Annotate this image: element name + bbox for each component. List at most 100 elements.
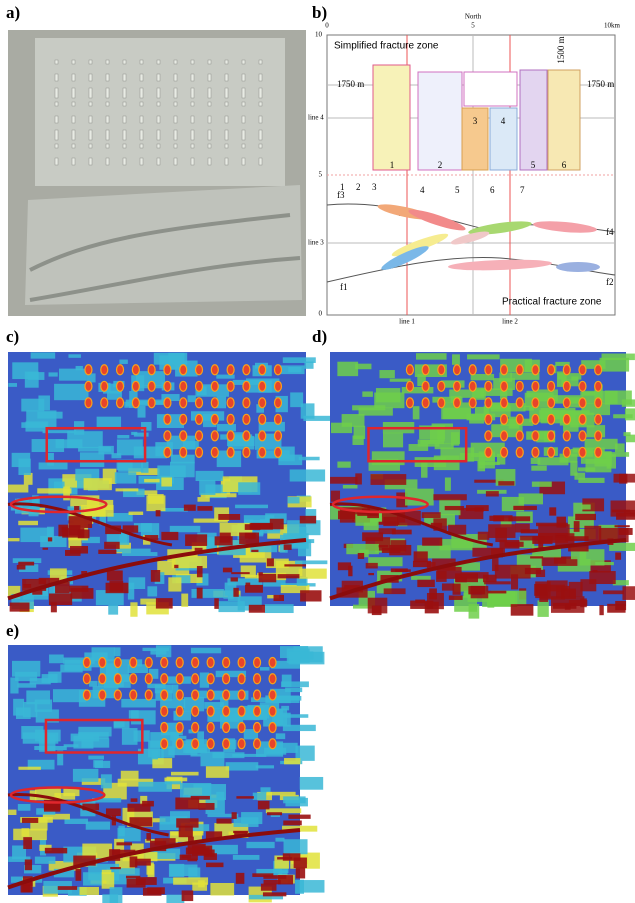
diagram: North 0 5 10km 10 5 0 Simplified fractur…: [308, 13, 621, 326]
map-patch: [281, 681, 309, 688]
highlight-ellipse: [9, 495, 108, 514]
fracture-anomaly: [329, 537, 627, 601]
slot: [54, 73, 59, 82]
map-patch: [260, 787, 271, 793]
anomaly: [100, 364, 109, 376]
slot: [122, 143, 127, 149]
slot: [207, 143, 212, 149]
anomaly: [179, 430, 188, 442]
map-patch: [365, 562, 378, 569]
slot: [105, 129, 110, 141]
slot: [122, 101, 127, 107]
map-patch: [34, 746, 67, 751]
map-patch: [463, 592, 471, 598]
map-patch: [499, 372, 512, 382]
map-patch: [148, 740, 160, 758]
anomaly: [499, 380, 509, 392]
map-patch: [63, 744, 79, 748]
map-patch: [508, 516, 531, 522]
slot: [224, 143, 229, 149]
map-patch: [103, 383, 122, 394]
map-patch: [161, 746, 175, 758]
map-patch: [197, 747, 206, 753]
anomaly: [222, 738, 231, 750]
anomaly: [437, 380, 446, 392]
slot: [156, 59, 161, 65]
map-patch: [146, 833, 151, 841]
map-patch: [13, 828, 47, 841]
anomaly: [226, 364, 235, 376]
anomaly: [131, 380, 140, 392]
map-patch: [510, 372, 540, 380]
distance-label: 1750 m: [337, 79, 364, 89]
map-patch: [284, 758, 301, 765]
map-patch: [298, 456, 320, 461]
map-patch: [536, 522, 568, 527]
fracture-anomaly: [7, 793, 169, 837]
line-label: line 4: [308, 114, 324, 122]
anomaly: [547, 413, 556, 425]
map-patch: [9, 602, 30, 612]
map-patch: [245, 582, 251, 586]
map-patch: [441, 407, 472, 420]
map-patch: [574, 472, 586, 480]
block-label: 6: [562, 160, 567, 170]
anomaly: [163, 413, 172, 425]
anomaly: [258, 430, 267, 442]
map-patch: [532, 545, 562, 558]
panel-label: e): [6, 621, 19, 640]
map-patch: [355, 473, 362, 485]
group-label: 6: [490, 185, 495, 195]
anomaly: [113, 656, 122, 669]
plate: [25, 185, 302, 305]
map-patch: [88, 755, 104, 760]
slot: [156, 87, 161, 99]
map-patch: [188, 836, 194, 843]
map-patch: [530, 556, 544, 559]
map-patch: [231, 812, 237, 819]
map-patch: [133, 446, 168, 459]
map-patch: [18, 458, 31, 475]
anomaly: [144, 673, 153, 685]
slot: [190, 129, 195, 141]
map-patch: [194, 547, 203, 551]
map-patch: [223, 590, 234, 599]
map-patch: [105, 808, 121, 817]
anomaly: [258, 364, 267, 376]
slot: [224, 101, 229, 107]
map-patch: [382, 432, 404, 448]
map-patch: [84, 507, 106, 517]
map-patch: [174, 564, 179, 569]
anomaly: [206, 738, 215, 750]
anomaly: [273, 446, 283, 458]
map-patch: [48, 860, 81, 871]
slot: [241, 157, 246, 166]
map-patch: [452, 583, 461, 595]
map-patch: [155, 598, 173, 609]
map-patch: [622, 586, 635, 600]
map-patch: [10, 677, 19, 694]
map-patch: [618, 527, 633, 535]
map-patch: [234, 831, 248, 837]
anomaly: [499, 430, 509, 442]
map-patch: [21, 398, 45, 412]
map-patch: [204, 849, 215, 857]
map-patch: [178, 825, 193, 838]
anomaly: [222, 673, 231, 685]
map-patch: [184, 824, 210, 832]
anomaly: [147, 397, 156, 409]
anomaly: [484, 413, 493, 425]
map-patch: [546, 580, 568, 592]
map-patch: [151, 750, 158, 760]
anomaly: [452, 397, 462, 409]
map-patch: [23, 865, 42, 874]
map-patch: [607, 603, 626, 613]
slot: [207, 73, 212, 82]
map-patch: [492, 557, 499, 572]
map-patch: [228, 432, 251, 442]
anomaly: [578, 446, 587, 458]
map-patch: [595, 561, 614, 566]
map-patch: [282, 853, 301, 861]
map-patch: [44, 847, 68, 854]
group-label: 3: [372, 182, 377, 192]
